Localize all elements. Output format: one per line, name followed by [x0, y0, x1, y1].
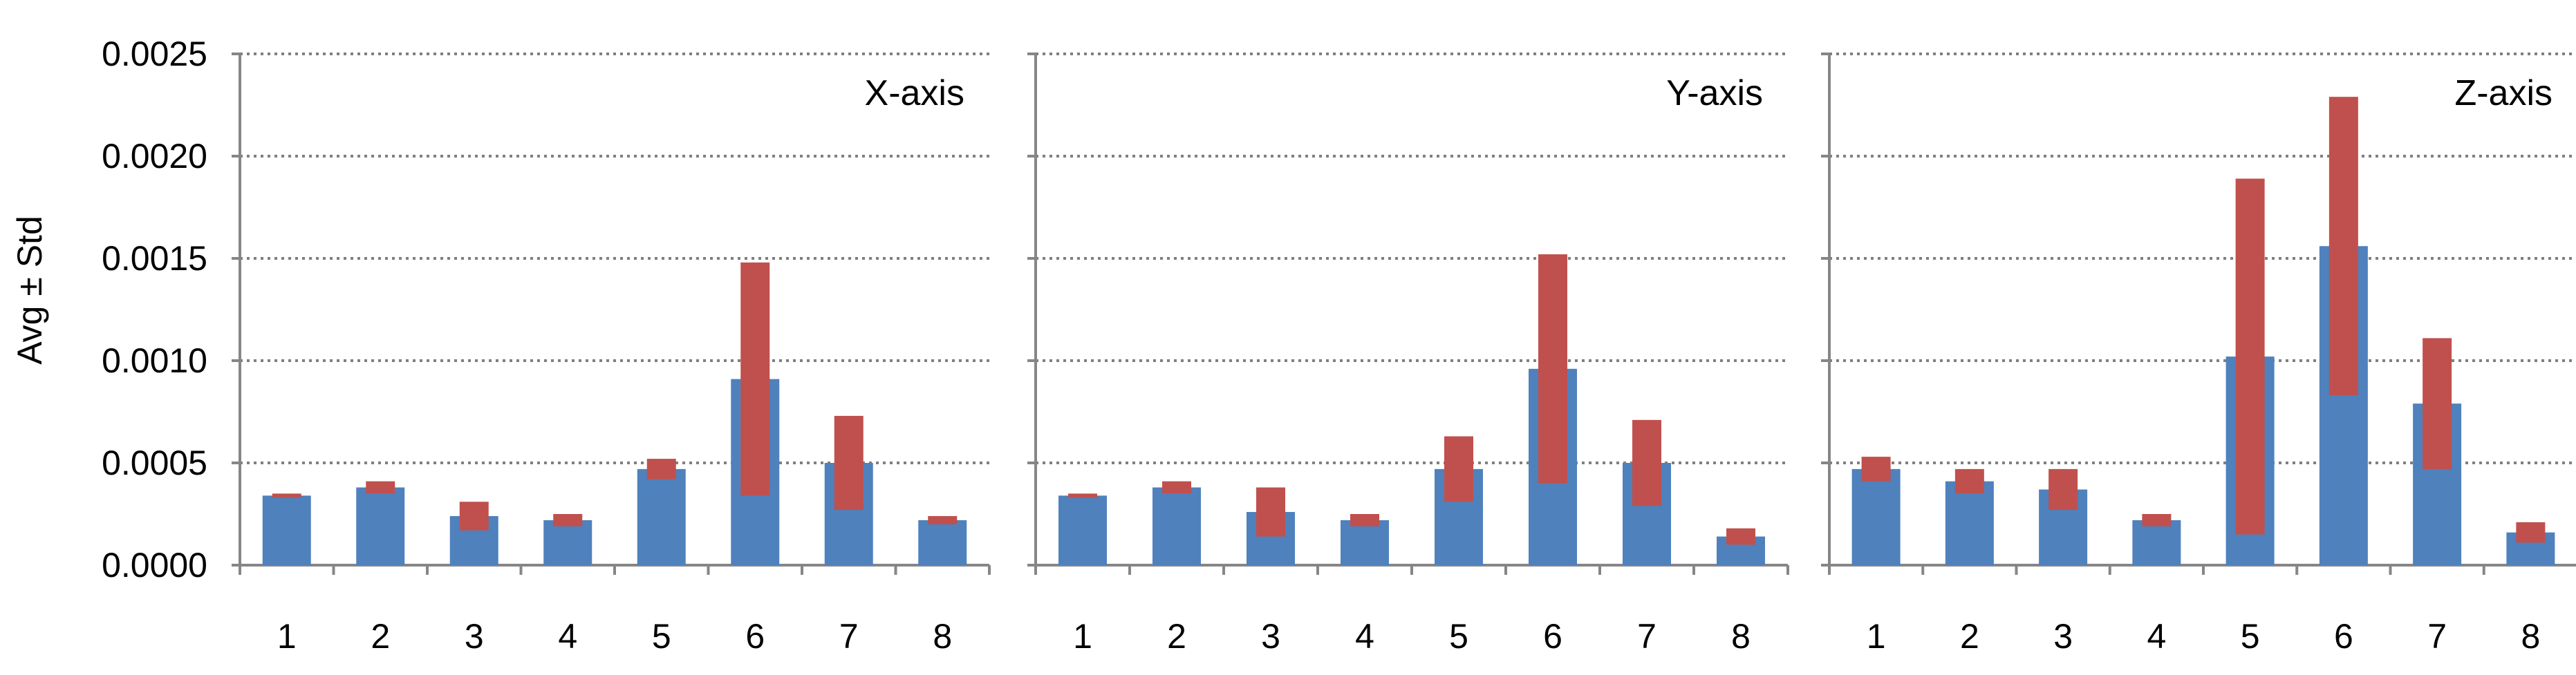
y-axis-tick-labels: 0.0000 0.0005 0.0010 0.0015 0.0020 0.0025: [102, 35, 207, 584]
error-bar: [834, 415, 864, 511]
panel-title: Y-axis: [1666, 73, 1763, 113]
x-tick-label: 4: [1355, 617, 1374, 656]
x-tick-label: 5: [1449, 617, 1468, 656]
error-bar: [272, 493, 301, 498]
error-bar: [2235, 178, 2265, 535]
y-tick-label: 0.0025: [102, 35, 207, 73]
error-bar: [740, 262, 770, 496]
y-tick-label: 0.0010: [102, 341, 207, 380]
bar: [1058, 495, 1107, 565]
x-tick-label: 4: [558, 617, 577, 656]
error-bar: [2142, 514, 2172, 526]
x-tick-label: 2: [371, 617, 390, 656]
bar: [1341, 520, 1389, 565]
x-tick-label: 1: [1867, 617, 1886, 656]
y-tick-label: 0.0020: [102, 137, 207, 175]
error-bar: [2048, 468, 2078, 511]
error-bar: [459, 502, 489, 531]
error-bar: [1538, 254, 1567, 484]
bar: [543, 520, 592, 565]
chart-panel: 1 2 3 4 5 6 7 8 X-axis: [232, 53, 991, 656]
x-tick-label: 1: [277, 617, 297, 656]
error-bar: [366, 481, 395, 494]
bar: [356, 487, 405, 565]
y-axis-title: Avg ± Std: [10, 216, 49, 365]
x-tick-label: 3: [1261, 617, 1280, 656]
error-bar: [2423, 338, 2452, 469]
x-tick-label: 4: [2147, 617, 2166, 656]
y-tick-label: 0.0005: [102, 444, 207, 482]
y-tick-label: 0.0000: [102, 546, 207, 584]
chart-panel: 1 2 3 4 5 6 7 8 Y-axis: [1027, 53, 1789, 656]
error-bar: [1256, 487, 1285, 537]
x-tick-label: 7: [1637, 617, 1656, 656]
bar: [2132, 520, 2181, 565]
chart-panel: 1 2 3 4 5 6 7 8 Z-axis: [1821, 53, 2576, 656]
error-bar: [1162, 481, 1191, 494]
x-tick-label: 6: [745, 617, 765, 656]
x-tick-label: 7: [839, 617, 859, 656]
x-tick-label: 8: [933, 617, 952, 656]
x-tick-label: 5: [2241, 617, 2260, 656]
bar: [637, 468, 686, 565]
error-bar: [2328, 97, 2358, 396]
error-bar: [1861, 457, 1891, 482]
bar: [262, 495, 311, 565]
error-bar: [1350, 514, 1379, 526]
x-tick-label: 5: [652, 617, 671, 656]
error-bar: [1726, 528, 1755, 545]
panel-title: Z-axis: [2454, 73, 2552, 113]
x-tick-label: 7: [2427, 617, 2447, 656]
error-bar: [553, 514, 583, 526]
x-tick-label: 1: [1073, 617, 1092, 656]
error-bar: [1632, 419, 1661, 506]
y-tick-label: 0.0015: [102, 239, 207, 278]
panel-title: X-axis: [865, 73, 964, 113]
x-tick-label: 3: [465, 617, 484, 656]
bar: [1945, 481, 1994, 565]
error-bar: [2516, 522, 2546, 543]
bar: [918, 520, 967, 565]
error-bar: [1444, 436, 1473, 502]
bar: [1851, 468, 1901, 565]
x-tick-label: 2: [1167, 617, 1186, 656]
x-tick-label: 2: [1960, 617, 1979, 656]
chart-panels: 1 2 3 4 5 6 7 8 X-axis 1 2 3 4 5 6 7 8 Y-axis 1 2 3 4 5 6 7 8 Z-ax…: [232, 53, 2576, 656]
x-tick-label: 8: [1731, 617, 1751, 656]
error-bar: [646, 459, 676, 479]
bar: [1152, 487, 1201, 565]
x-tick-label: 6: [2334, 617, 2353, 656]
x-tick-label: 3: [2053, 617, 2073, 656]
x-tick-label: 8: [2521, 617, 2540, 656]
error-bar: [1954, 468, 1984, 494]
error-bar: [928, 515, 958, 524]
x-tick-label: 6: [1543, 617, 1562, 656]
error-bar: [1068, 493, 1097, 498]
